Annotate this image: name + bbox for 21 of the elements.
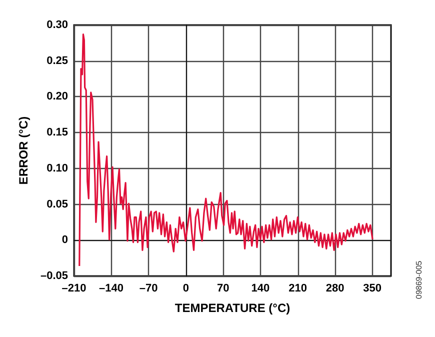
text: 09869-005 — [414, 260, 424, 299]
x-tick-label: 70 — [217, 282, 230, 294]
x-tick-label: 350 — [363, 282, 382, 294]
x-tick-label: 140 — [251, 282, 270, 294]
y-axis-title: ERROR (°C) — [16, 116, 31, 185]
x-tick-label: –140 — [99, 282, 124, 294]
x-axis-title: TEMPERATURE (°C) — [174, 301, 290, 315]
x-tick-label: 280 — [326, 282, 344, 294]
x-tick-label: –210 — [62, 282, 86, 294]
y-tick-label: 0 — [62, 234, 68, 246]
y-tick-label: 0.30 — [46, 19, 68, 31]
x-tick-label: 0 — [182, 282, 189, 294]
y-tick-label: 0.10 — [46, 162, 68, 174]
y-tick-label: 0.20 — [46, 90, 68, 103]
line-series — [78, 34, 374, 267]
y-tick-label: 0.05 — [46, 198, 68, 210]
y-tick-label: 0.25 — [46, 54, 68, 67]
x-tick-label: –70 — [139, 282, 158, 294]
y-tick-label: 0.15 — [46, 126, 68, 139]
y-tick-label: –0.05 — [40, 270, 68, 282]
x-tick-label: 210 — [288, 282, 307, 294]
